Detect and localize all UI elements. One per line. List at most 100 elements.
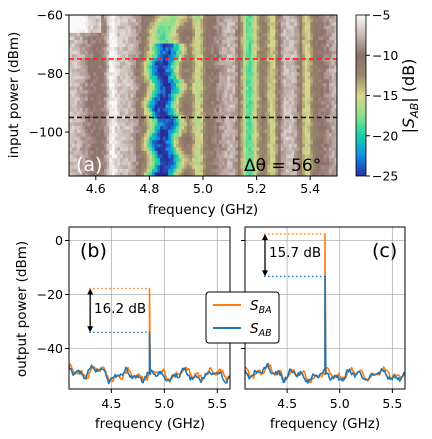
heatmap-cell [95,90,99,95]
heatmap-cell [272,61,276,66]
heatmap-cell [111,108,115,112]
heatmap-cell [288,79,292,84]
heatmap-cell [87,82,91,87]
heatmap-cell [235,43,239,48]
heatmap-cell [288,111,292,116]
heatmap-cell [270,104,274,109]
heatmap-cell [138,47,142,52]
heatmap-cell [90,100,94,105]
heatmap-cell [307,154,311,159]
heatmap-cell [181,143,185,148]
heatmap-cell [275,147,279,152]
heatmap-cell [283,115,287,120]
heatmap-cell [152,43,156,48]
heatmap-cell [328,72,333,77]
heatmap-cell [178,25,182,30]
heatmap-cell [111,79,115,84]
heatmap-cell [146,104,150,109]
heatmap-cell [133,136,137,141]
heatmap-cell [256,125,260,130]
heatmap-cell [165,68,169,73]
heatmap-cell [98,82,102,87]
heatmap-cell [227,75,231,80]
heatmap-cell [74,18,78,23]
heatmap-cell [280,165,284,170]
heatmap-cell [264,108,268,112]
heatmap-cell [98,133,102,138]
heatmap-cell [243,111,247,116]
heatmap-cell [127,72,132,77]
heatmap-cell [296,97,300,102]
heatmap-cell [136,172,140,177]
heatmap-cell [211,18,215,23]
heatmap-cell [272,15,276,19]
heatmap-cell [197,161,201,166]
heatmap-cell [165,75,169,80]
heatmap-cell [162,36,166,41]
heatmap-cell [328,143,333,148]
heatmap-cell [264,72,268,77]
heatmap-cell [229,25,233,30]
heatmap-cell [219,118,223,123]
heatmap-cell [125,75,129,80]
heatmap-cell [248,90,252,95]
heatmap-cell [192,118,196,123]
heatmap-cell [197,129,201,134]
heatmap-cell [141,57,145,62]
heatmap-cell [197,111,201,116]
heatmap-cell [280,50,284,55]
heatmap-cell [186,147,190,152]
heatmap-cell [205,129,209,134]
heatmap-cell [243,129,247,134]
heatmap-cell [248,72,252,77]
heatmap-cell [245,36,249,41]
heatmap-cell [82,61,86,66]
heatmap-cell [141,22,145,27]
heatmap-cell [184,82,188,87]
heatmap-cell [224,158,228,163]
heatmap-cell [227,54,231,59]
heatmap-cell [87,50,91,55]
heatmap-cell [93,15,97,19]
heatmap-cell [87,154,91,159]
heatmap-cell [125,22,129,27]
heatmap-cell [208,40,212,45]
heatmap-cell [235,168,239,173]
colorbar-ticks: −5−10−15−20−25 [366,8,398,184]
heatmap-cell [168,22,172,27]
heatmap-cell [144,97,148,102]
heatmap-cell [208,158,212,163]
heatmap-cell [264,79,268,84]
heatmap-cell [162,40,166,45]
heatmap-cell [197,108,201,112]
heatmap-cell [291,168,295,173]
heatmap-cell [243,75,247,80]
heatmap-cell [71,168,75,173]
heatmap-cell [133,22,137,27]
heatmap-cell [90,18,94,23]
heatmap-cell [194,22,199,27]
heatmap-cell [95,25,99,30]
heatmap-cell [157,158,161,163]
heatmap-cell [79,36,83,41]
heatmap-cell [82,158,86,163]
heatmap-cell [186,143,190,148]
heatmap-cell [157,79,161,84]
heatmap-cell [194,61,199,66]
heatmap-cell [294,75,298,80]
heatmap-cell [326,15,330,19]
heatmap-cell [133,158,137,163]
heatmap-cell [71,18,75,23]
heatmap-cell [69,29,73,34]
heatmap-cell [144,165,148,170]
heatmap-cell [133,40,137,45]
heatmap-cell [77,165,81,170]
heatmap-cell [181,15,185,19]
heatmap-cell [224,147,228,152]
heatmap-cell [157,118,161,123]
heatmap-cell [216,118,220,123]
heatmap-cell [296,72,300,77]
heatmap-cell [312,168,316,173]
heatmap-cell [194,47,199,52]
heatmap-cell [77,168,81,173]
